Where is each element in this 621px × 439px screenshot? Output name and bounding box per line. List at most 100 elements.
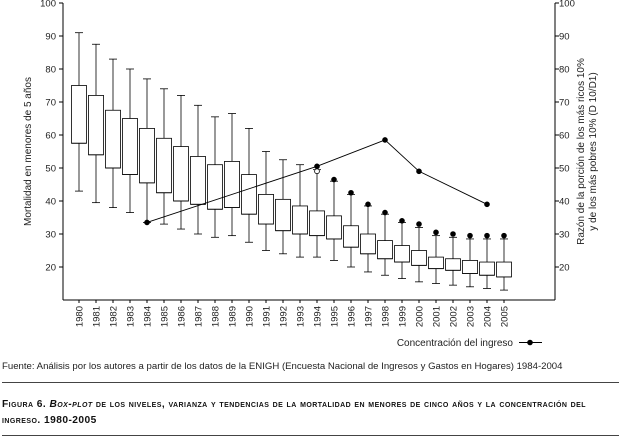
right-tick-label: 30 xyxy=(559,230,570,241)
box-iqr xyxy=(156,137,172,194)
box-iqr xyxy=(71,85,87,144)
caption-label: Figura 6. xyxy=(2,399,47,410)
box-iqr xyxy=(309,210,325,237)
box-iqr xyxy=(258,193,274,225)
box-1990 xyxy=(241,127,257,243)
x-tick-label: 1989 xyxy=(228,306,239,327)
outlier-point xyxy=(348,189,354,196)
box-iqr xyxy=(377,240,393,260)
outlier-point xyxy=(331,176,337,183)
box-1996 xyxy=(343,193,359,268)
box-iqr xyxy=(445,258,461,271)
box-iqr xyxy=(224,160,240,208)
x-tick-label: 1996 xyxy=(347,306,358,327)
box-iqr xyxy=(173,146,189,202)
caption-years: 1980-2005 xyxy=(44,415,97,426)
box-1993 xyxy=(292,164,308,258)
caption-top-rule xyxy=(2,382,619,383)
box-1997 xyxy=(360,205,376,273)
box-1985 xyxy=(156,88,172,225)
legend-marker xyxy=(527,339,533,346)
box-iqr xyxy=(479,261,495,276)
box-1980 xyxy=(71,32,87,192)
box-1995 xyxy=(326,180,342,261)
left-tick-label: 50 xyxy=(45,164,56,175)
outlier-point xyxy=(467,232,473,239)
box-1982 xyxy=(105,58,121,209)
box-2002 xyxy=(445,236,461,286)
box-iqr xyxy=(462,259,478,274)
income-point xyxy=(484,201,490,208)
box-iqr xyxy=(139,127,155,184)
outlier-point xyxy=(450,231,456,237)
x-tick-label: 1999 xyxy=(398,306,409,327)
left-tick-label: 30 xyxy=(45,230,56,241)
outlier-point xyxy=(484,232,490,239)
box-iqr xyxy=(241,174,257,215)
income-point xyxy=(416,168,422,175)
x-tick-label: 1990 xyxy=(245,306,256,327)
left-tick-label: 70 xyxy=(45,98,56,109)
x-tick-label: 1980 xyxy=(75,306,86,327)
box-1992 xyxy=(275,159,291,255)
right-tick-label: 60 xyxy=(559,131,570,142)
x-tick-label: 1985 xyxy=(160,306,171,327)
right-tick-label: 20 xyxy=(559,263,570,274)
x-tick-label: 2001 xyxy=(432,306,443,327)
outlier-point xyxy=(416,221,422,227)
box-1991 xyxy=(258,151,274,251)
x-tick-label: 2002 xyxy=(449,306,460,327)
box-1984 xyxy=(139,78,155,223)
x-tick-label: 1991 xyxy=(262,306,273,327)
box-iqr xyxy=(360,233,376,255)
left-tick-label: 20 xyxy=(45,263,56,274)
right-tick-label: 50 xyxy=(559,164,570,175)
x-tick-label: 1982 xyxy=(109,306,120,327)
outlier-point xyxy=(382,209,388,216)
outlier-point xyxy=(365,201,371,208)
left-axis-label: Mortalidad en menores de 5 años xyxy=(23,77,34,226)
x-tick-label: 2000 xyxy=(415,306,426,327)
outlier-point xyxy=(501,232,507,239)
box-2000 xyxy=(411,226,427,283)
box-iqr xyxy=(343,225,359,248)
chart: 100 100 90 90 80 80 70 70 60 60 50 50 40 40 30 30 20 20 Mo… xyxy=(23,0,599,349)
box-iqr xyxy=(292,205,308,235)
box-1986 xyxy=(173,95,189,230)
right-tick-label: 100 xyxy=(559,0,575,10)
right-axis-label-line2: y de los más pobres 10% (D 10/D1) xyxy=(588,72,599,230)
x-tick-label: 2005 xyxy=(500,306,511,327)
box-iqr xyxy=(496,261,512,278)
figure-caption: Figura 6. Box-plot de los niveles, varia… xyxy=(2,397,619,429)
left-tick-label: 90 xyxy=(45,32,56,43)
outlier-point xyxy=(399,218,405,224)
caption-bottom-rule xyxy=(2,435,619,436)
box-1994 xyxy=(309,169,325,258)
x-tick-label: 1986 xyxy=(177,306,188,327)
legend-label: Concentración del ingreso xyxy=(397,338,514,349)
outlier-point xyxy=(433,229,439,236)
left-tick-label: 60 xyxy=(45,131,56,142)
x-tick-label: 1983 xyxy=(126,306,137,327)
caption-text: de los niveles, varianza y tendencias de… xyxy=(2,399,587,426)
right-tick-label: 90 xyxy=(559,32,570,43)
box-1981 xyxy=(88,43,104,204)
x-tick-label: 1984 xyxy=(143,306,154,327)
income-point xyxy=(382,137,388,143)
box-1999 xyxy=(394,222,410,279)
left-tick-label: 100 xyxy=(40,0,56,10)
x-tick-label: 2003 xyxy=(466,306,477,327)
source-note: Fuente: Análisis por los autores a parti… xyxy=(2,361,563,372)
x-tick-label: 1994 xyxy=(313,306,324,327)
left-tick-label: 40 xyxy=(45,197,56,208)
x-tick-label: 1987 xyxy=(194,306,205,327)
box-iqr xyxy=(275,198,291,232)
right-tick-label: 80 xyxy=(559,65,570,76)
left-tick-label: 80 xyxy=(45,65,56,76)
x-tick-label: 1998 xyxy=(381,306,392,327)
x-tick-label: 1995 xyxy=(330,306,341,327)
right-axis-label-line1: Razón de la porción de los más ricos 10% xyxy=(576,58,587,245)
box-iqr xyxy=(394,245,410,263)
income-point xyxy=(314,163,320,170)
box-iqr xyxy=(326,215,342,240)
